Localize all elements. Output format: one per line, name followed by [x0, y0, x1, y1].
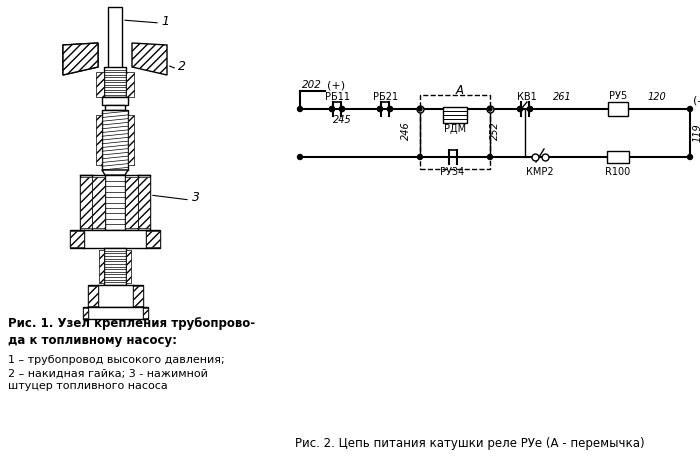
Circle shape [517, 106, 522, 112]
Text: 261: 261 [553, 92, 572, 102]
Bar [83, 308, 88, 318]
Circle shape [687, 154, 692, 159]
Bar [105, 105, 125, 110]
Text: 1: 1 [161, 14, 169, 27]
Bar [88, 285, 143, 307]
Text: РБ21: РБ21 [373, 92, 398, 102]
Circle shape [388, 106, 393, 112]
Circle shape [388, 106, 393, 112]
Circle shape [330, 106, 335, 112]
Text: РДМ: РДМ [444, 124, 466, 134]
Circle shape [298, 106, 302, 112]
Text: 252: 252 [490, 122, 500, 140]
Bar [105, 175, 125, 230]
Bar [70, 231, 84, 247]
Bar [80, 175, 150, 230]
Text: 246: 246 [401, 122, 411, 140]
Circle shape [298, 154, 302, 159]
Bar [99, 250, 104, 283]
Bar [83, 307, 148, 319]
Circle shape [377, 106, 382, 112]
Bar [125, 177, 138, 228]
Circle shape [340, 106, 344, 112]
Circle shape [340, 106, 344, 112]
Text: Рис. 2. Цепь питания катушки реле РУе (А - перемычка): Рис. 2. Цепь питания катушки реле РУе (А… [295, 437, 645, 450]
Bar [70, 230, 160, 248]
Text: (+): (+) [327, 80, 345, 90]
Bar [128, 115, 134, 165]
Text: 120: 120 [648, 92, 666, 102]
Bar [443, 107, 467, 123]
Text: Рис. 1. Узел крепления трубопрово-
да к топливному насосу:: Рис. 1. Узел крепления трубопрово- да к … [8, 317, 255, 347]
Text: РБ11: РБ11 [325, 92, 350, 102]
Bar [108, 7, 122, 80]
Bar [104, 67, 126, 97]
Text: 1 – трубопровод высокого давления;
2 – накидная гайка; 3 - нажимной
штуцер топли: 1 – трубопровод высокого давления; 2 – н… [8, 355, 225, 392]
Circle shape [330, 106, 335, 112]
Bar [143, 308, 148, 318]
Text: РУ5: РУ5 [609, 91, 627, 101]
Text: 2: 2 [178, 60, 186, 73]
Bar [96, 72, 104, 97]
Bar [102, 97, 128, 105]
Bar [138, 177, 150, 228]
Circle shape [418, 107, 422, 111]
Circle shape [417, 154, 423, 159]
Bar [80, 177, 92, 228]
Text: R100: R100 [605, 167, 630, 177]
Bar [420, 95, 490, 169]
Circle shape [528, 106, 533, 112]
Bar [132, 286, 143, 306]
Bar [88, 286, 97, 306]
Text: (–): (–) [693, 95, 700, 105]
Polygon shape [102, 170, 128, 175]
Bar [607, 151, 629, 163]
Text: 119: 119 [693, 124, 700, 142]
Polygon shape [132, 43, 167, 75]
Text: РУ34: РУ34 [440, 167, 464, 177]
Bar [126, 72, 134, 97]
Bar [146, 231, 160, 247]
Text: КМР2: КМР2 [526, 167, 554, 177]
Polygon shape [63, 43, 98, 75]
Circle shape [528, 106, 533, 112]
Text: 3: 3 [192, 191, 200, 204]
Circle shape [377, 106, 382, 112]
Circle shape [687, 106, 692, 112]
Bar [126, 250, 131, 283]
Text: 245: 245 [333, 115, 351, 125]
Bar [102, 110, 128, 170]
Text: 202: 202 [302, 80, 322, 90]
Circle shape [487, 154, 493, 159]
Circle shape [488, 107, 492, 111]
Circle shape [517, 106, 522, 112]
Bar [104, 248, 126, 285]
Text: A: A [456, 84, 464, 97]
Bar [96, 115, 102, 165]
Bar [608, 102, 628, 116]
Bar [92, 177, 105, 228]
Polygon shape [63, 43, 98, 75]
Text: КВ1: КВ1 [517, 92, 537, 102]
